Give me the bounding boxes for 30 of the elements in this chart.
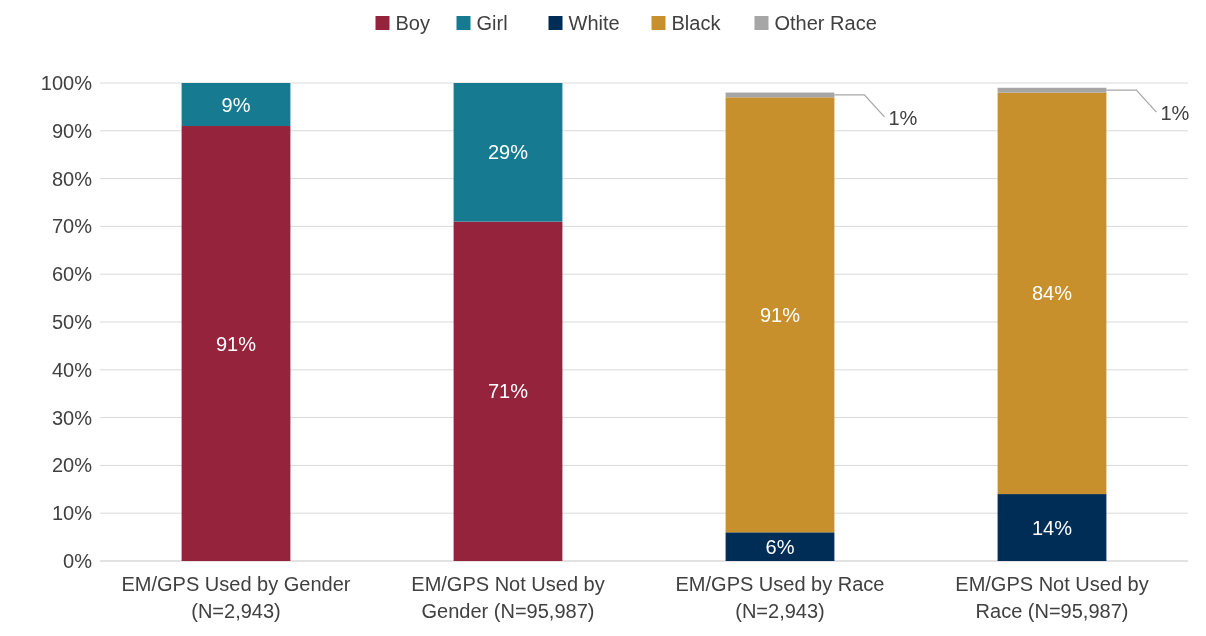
legend-label: Girl — [476, 12, 508, 34]
data-label: 6% — [765, 535, 795, 558]
y-tick-label: 40% — [51, 358, 93, 381]
x-tick-label: EM/GPS Not Used by Gender (N=95,987) — [411, 573, 605, 622]
y-tick-label: 30% — [51, 406, 93, 429]
y-tick-label: 10% — [51, 502, 93, 525]
legend-label: White — [568, 12, 620, 34]
x-tick-label: EM/GPS Used by Gender (N=2,943) — [121, 573, 351, 622]
data-label: 84% — [1031, 282, 1073, 305]
data-label: 1% — [1160, 102, 1190, 125]
y-tick-label: 90% — [51, 119, 93, 142]
data-label: 71% — [487, 380, 529, 403]
y-tick-label: 100% — [40, 72, 93, 94]
legend-label: Boy — [395, 12, 430, 34]
data-label: 1% — [888, 106, 918, 129]
data-label: 29% — [487, 141, 529, 164]
y-tick-label: 60% — [51, 263, 93, 286]
legend-label: Other Race — [774, 12, 877, 34]
x-tick-label: EM/GPS Not Used by Race (N=95,987) — [955, 573, 1149, 622]
y-tick-label: 70% — [51, 215, 93, 238]
x-tick-label: EM/GPS Used by Race (N=2,943) — [675, 573, 885, 622]
data-label: 91% — [759, 303, 801, 326]
data-label: 9% — [221, 93, 251, 116]
y-tick-label: 0% — [63, 550, 93, 572]
data-label: 91% — [215, 332, 257, 355]
y-tick-label: 80% — [51, 167, 93, 190]
data-label: 14% — [1031, 516, 1073, 539]
y-tick-label: 50% — [51, 311, 93, 333]
y-tick-label: 20% — [51, 454, 93, 477]
legend-label: Black — [671, 12, 722, 34]
